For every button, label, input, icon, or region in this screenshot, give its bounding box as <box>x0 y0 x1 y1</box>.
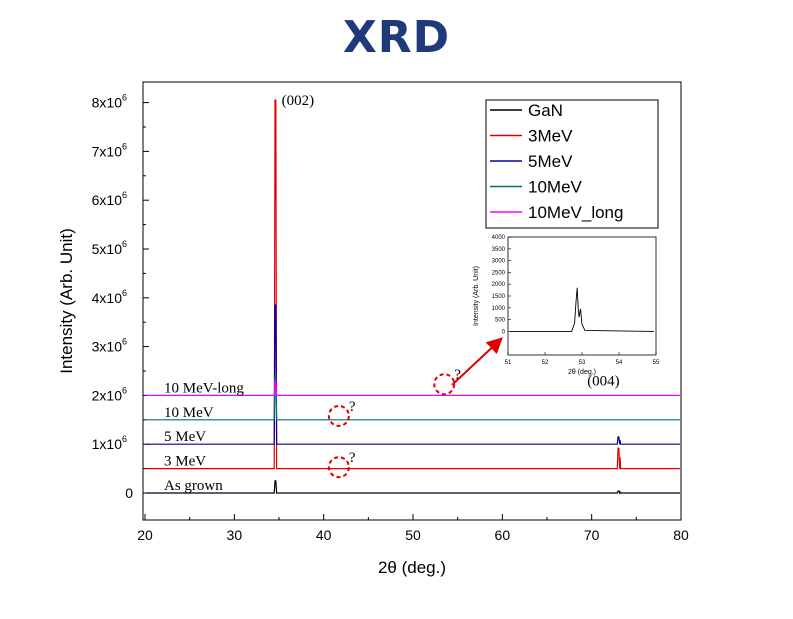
inset-x-axis-title: 2θ (deg.) <box>568 369 596 376</box>
y-tick-label: 8x106 <box>92 93 127 111</box>
y-axis: 0 1x106 2x106 3x106 4x106 5x106 6x106 7x106 8x10… <box>92 93 149 501</box>
peak-annotation: (002) <box>282 93 315 109</box>
page-title: XRD <box>342 12 451 63</box>
legend-items: GaN 3MeV 5MeV 10MeV 10MeV_long <box>490 101 623 222</box>
y-tick-label: 3x106 <box>92 337 127 355</box>
y-tick-label: 4x106 <box>92 288 127 306</box>
y-tick-label: 5x106 <box>92 239 127 257</box>
x-tick-label: 20 <box>137 527 153 543</box>
series-line-10mev <box>146 375 680 421</box>
y-tick-label: 0 <box>125 485 133 501</box>
inset-y-tick-label: 2000 <box>492 282 506 288</box>
inset-x-tick-label: 55 <box>653 360 660 366</box>
dashed-circle-marker <box>327 456 350 479</box>
series-label: As grown <box>164 478 223 494</box>
legend-label: 3MeV <box>528 127 573 146</box>
question-mark: ? <box>349 450 356 466</box>
series-label: 10 MeV <box>164 405 214 421</box>
inset-x-tick-label: 52 <box>542 360 549 366</box>
legend-label: 10MeV <box>528 178 583 197</box>
inset-frame <box>507 236 657 356</box>
labels-group: As grown 3 MeV 5 MeV 10 MeV 10 MeV-long <box>164 380 244 494</box>
series-label: 5 MeV <box>164 429 206 445</box>
legend: GaN 3MeV 5MeV 10MeV 10MeV_long <box>485 99 659 229</box>
peak-annotation: (004) <box>587 374 620 390</box>
inset-series-line <box>510 287 655 332</box>
inset-y-tick-label: 4000 <box>492 235 506 241</box>
inset-y-tick-label: 1000 <box>492 306 506 312</box>
y-axis-title: Intensity (Arb. Unit) <box>57 228 76 374</box>
question-mark: ? <box>454 367 461 383</box>
legend-box <box>485 99 659 229</box>
x-tick-label: 40 <box>316 527 332 543</box>
dashed-circle-marker <box>433 373 456 396</box>
x-tick-label: 70 <box>584 527 600 543</box>
series-label: 3 MeV <box>164 454 206 470</box>
zoom-arrow <box>451 337 503 386</box>
plot-frame <box>142 81 682 521</box>
series-label: 10 MeV-long <box>164 380 244 396</box>
series-group <box>146 99 680 495</box>
x-tick-label: 60 <box>495 527 511 543</box>
x-tick-label: 30 <box>227 527 243 543</box>
inset-x-tick-label: 54 <box>616 360 623 366</box>
y-tick-label: 2x106 <box>92 385 127 403</box>
legend-label: GaN <box>528 101 563 120</box>
x-tick-label: 50 <box>405 527 421 543</box>
dashed-circle-marker <box>327 404 350 427</box>
inset-y-tick-label: 3500 <box>492 247 506 253</box>
series-line-3mev <box>146 99 680 470</box>
y-tick-label: 7x106 <box>92 141 127 159</box>
legend-label: 10MeV_long <box>528 203 623 222</box>
inset-y-tick-label: 500 <box>495 318 506 324</box>
inset-x-tick-label: 53 <box>579 360 586 366</box>
series-line-gan <box>146 480 680 495</box>
inset-series <box>510 287 655 332</box>
inset-y-tick-label: 3000 <box>492 259 506 265</box>
inset-y-axis-title: Intensity (Arb. Unit) <box>473 266 480 326</box>
x-tick-label: 80 <box>673 527 689 543</box>
inset-chart: 51 52 53 54 55 0 500 1000 1500 2000 2500 3000 3500 40… <box>473 235 660 376</box>
inset-y-tick-label: 2500 <box>492 270 506 276</box>
inset-axes: 51 52 53 54 55 0 500 1000 1500 2000 2500 3000 3500 40… <box>492 235 660 366</box>
series-line-10mev-long <box>146 380 680 396</box>
legend-label: 5MeV <box>528 152 573 171</box>
x-axis-title: 2θ (deg.) <box>378 558 446 577</box>
inset-x-tick-label: 51 <box>505 360 512 366</box>
question-mark: ? <box>349 399 356 415</box>
x-axis: 20 30 40 50 60 70 80 <box>137 514 689 543</box>
y-tick-label: 6x106 <box>92 190 127 208</box>
inset-y-tick-label: 0 <box>502 329 506 335</box>
inset-y-tick-label: 1500 <box>492 294 506 300</box>
series-line-5mev <box>146 304 680 445</box>
y-tick-label: 1x106 <box>92 434 127 452</box>
